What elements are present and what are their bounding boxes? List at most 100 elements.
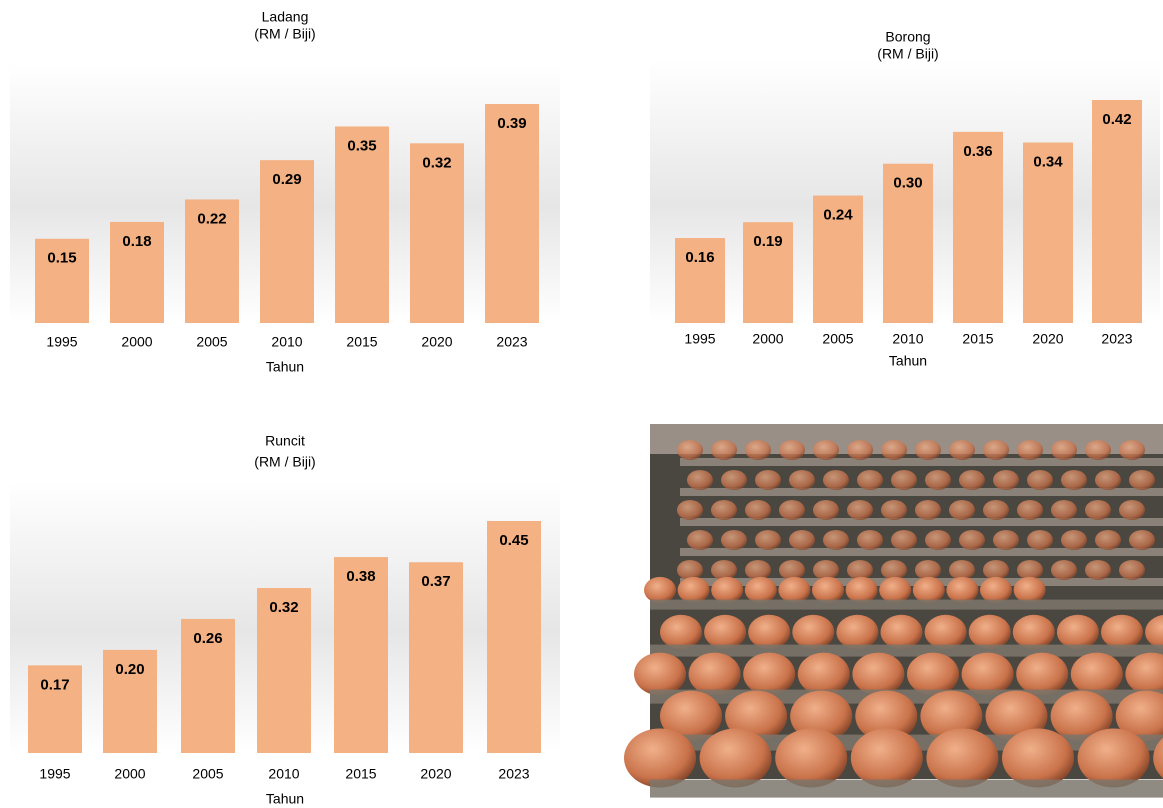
egg	[993, 530, 1019, 550]
egg	[880, 614, 923, 650]
tray	[650, 779, 1163, 798]
x-axis-label: Tahun	[266, 791, 304, 807]
egg	[775, 728, 848, 788]
value-label: 0.35	[347, 137, 376, 154]
egg	[813, 440, 839, 460]
egg	[983, 500, 1009, 520]
x-axis-label: Tahun	[266, 359, 304, 375]
egg	[711, 560, 737, 580]
egg	[1119, 440, 1145, 460]
egg	[711, 500, 737, 520]
bar	[260, 160, 314, 323]
egg	[677, 560, 703, 580]
egg	[1017, 500, 1043, 520]
egg	[789, 470, 815, 490]
x-tick-label: 2023	[496, 334, 527, 350]
egg	[857, 530, 883, 550]
egg	[660, 690, 722, 742]
value-label: 0.36	[963, 143, 992, 160]
value-label: 0.45	[499, 532, 528, 549]
egg	[920, 690, 983, 742]
bar	[743, 222, 793, 323]
egg	[1101, 614, 1143, 650]
egg	[1085, 440, 1111, 460]
egg	[677, 500, 703, 520]
egg	[1027, 470, 1053, 490]
value-label: 0.26	[193, 630, 222, 647]
egg	[779, 440, 805, 460]
x-tick-label: 2023	[498, 766, 529, 782]
egg	[677, 440, 703, 460]
egg	[855, 690, 918, 742]
x-tick-label: 2005	[196, 334, 227, 350]
egg	[1145, 614, 1163, 650]
egg	[1070, 652, 1123, 696]
bar	[1023, 142, 1073, 323]
egg	[891, 470, 917, 490]
egg	[1017, 560, 1043, 580]
x-tick-label: 2005	[822, 331, 853, 347]
value-label: 0.24	[823, 207, 853, 224]
bar	[103, 649, 157, 753]
egg	[823, 530, 849, 550]
egg	[1061, 470, 1087, 490]
value-label: 0.15	[47, 250, 76, 267]
egg	[915, 440, 941, 460]
x-tick-label: 2020	[421, 334, 452, 350]
egg	[644, 576, 676, 604]
x-tick-label: 1995	[684, 331, 715, 347]
egg	[1085, 500, 1111, 520]
egg	[836, 614, 879, 650]
egg	[881, 500, 907, 520]
egg	[881, 560, 907, 580]
value-label: 0.16	[685, 249, 714, 266]
x-tick-label: 2015	[345, 766, 376, 782]
tray	[680, 548, 1163, 556]
egg	[744, 576, 777, 604]
bar	[181, 618, 235, 753]
egg	[1095, 470, 1121, 490]
egg	[1016, 652, 1069, 696]
x-tick-label: 2010	[892, 331, 923, 347]
egg	[1129, 470, 1155, 490]
bar	[334, 557, 388, 753]
egg	[745, 500, 771, 520]
egg	[907, 652, 959, 696]
egg	[993, 470, 1019, 490]
egg	[1085, 560, 1111, 580]
egg	[1095, 530, 1121, 550]
egg	[926, 728, 999, 788]
tray	[680, 518, 1163, 526]
value-label: 0.39	[497, 115, 526, 132]
value-label: 0.30	[893, 175, 922, 192]
egg	[983, 560, 1009, 580]
egg	[711, 440, 737, 460]
egg	[915, 560, 941, 580]
egg	[847, 440, 873, 460]
egg	[1017, 440, 1043, 460]
egg	[778, 576, 811, 604]
egg	[847, 500, 873, 520]
egg	[879, 576, 912, 604]
value-label: 0.29	[272, 171, 301, 188]
x-tick-label: 2023	[1101, 331, 1132, 347]
bar	[883, 163, 933, 323]
chart-subtitle: (RM / Biji)	[254, 26, 315, 42]
egg	[915, 500, 941, 520]
egg	[687, 530, 713, 550]
egg	[789, 530, 815, 550]
egg	[688, 652, 741, 696]
bar	[1092, 100, 1142, 323]
egg	[1153, 737, 1163, 779]
x-tick-label: 2015	[962, 331, 993, 347]
egg	[660, 614, 702, 650]
egg	[1012, 614, 1055, 650]
chart-title: Ladang	[262, 9, 309, 25]
tray	[650, 599, 1163, 610]
egg	[968, 614, 1011, 650]
value-label: 0.37	[421, 573, 450, 590]
value-label: 0.20	[115, 661, 144, 678]
egg	[823, 470, 849, 490]
chart-title: Runcit	[265, 433, 305, 449]
